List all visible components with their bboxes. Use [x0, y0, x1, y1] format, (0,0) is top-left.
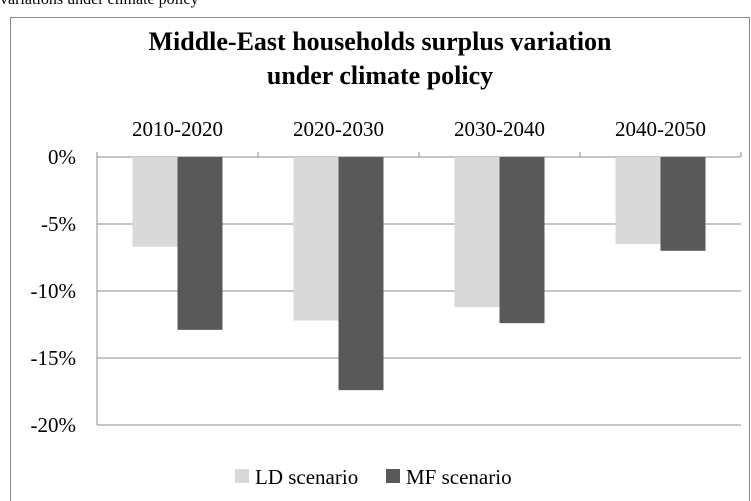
bar-mf-2040-2050	[660, 157, 706, 251]
bar-ld-2030-2040	[454, 157, 500, 308]
category-label: 2030-2040	[454, 117, 545, 141]
category-label: 2020-2030	[293, 117, 384, 141]
figure-caption: variations under climate policy	[0, 0, 199, 9]
chart-title-line-2: under climate policy	[267, 61, 493, 90]
category-label: 2040-2050	[615, 117, 706, 141]
y-tick-label: -10%	[31, 279, 77, 303]
chart-title-line-1: Middle-East households surplus variation	[148, 27, 612, 56]
legend-label-ld: LD scenario	[255, 465, 358, 489]
legend-swatch-mf	[386, 469, 400, 483]
legend-swatch-ld	[235, 469, 249, 483]
legend-label-mf: MF scenario	[406, 465, 512, 489]
bar-ld-2020-2030	[293, 157, 339, 321]
bar-ld-2040-2050	[615, 157, 661, 245]
bar-mf-2010-2020	[177, 157, 223, 330]
y-tick-label: -5%	[41, 212, 76, 236]
y-tick-label: -15%	[31, 346, 77, 370]
y-tick-label: -20%	[31, 413, 77, 437]
y-tick-label: 0%	[48, 145, 76, 169]
category-label: 2010-2020	[132, 117, 223, 141]
bar-ld-2010-2020	[132, 157, 178, 247]
bar-mf-2020-2030	[338, 157, 384, 391]
bar-mf-2030-2040	[499, 157, 545, 324]
